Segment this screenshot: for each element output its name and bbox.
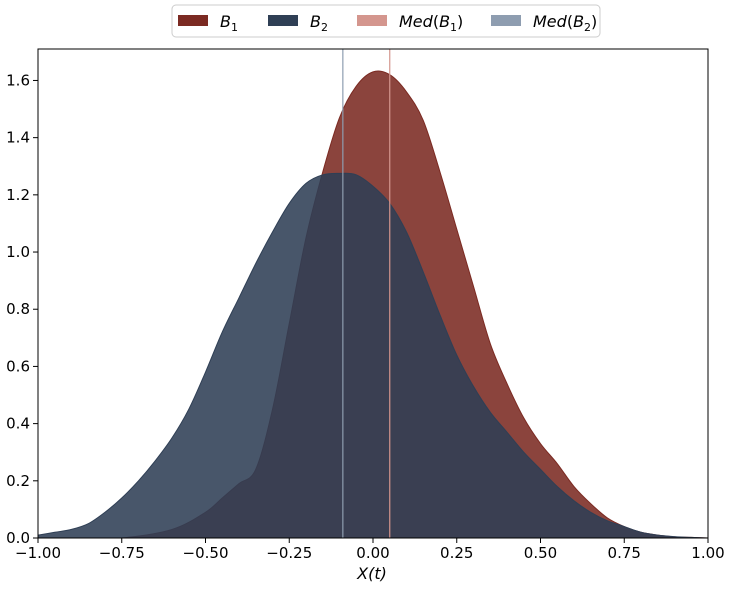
legend-swatch bbox=[357, 15, 387, 26]
x-axis: −1.00 −0.75 −0.50 −0.25 0.00 0.25 0.50 0.75 1.00 bbox=[15, 538, 725, 562]
x-axis-label: X(t) bbox=[356, 564, 387, 583]
legend-entry: B1 bbox=[178, 12, 238, 34]
legend-label: B1 bbox=[220, 12, 238, 34]
x-tick-label: 0.50 bbox=[524, 544, 557, 562]
y-tick-label: 0.8 bbox=[6, 300, 30, 318]
y-tick-label: 1.0 bbox=[6, 243, 30, 261]
x-tick-label: −0.25 bbox=[266, 544, 312, 562]
y-tick-label: 0.0 bbox=[6, 529, 30, 547]
plot-area bbox=[37, 48, 709, 539]
legend-entry: Med(B2) bbox=[491, 12, 597, 34]
legend: B1 B2 Med(B1) Med(B2) bbox=[171, 4, 601, 38]
y-tick-label: 0.4 bbox=[6, 415, 30, 433]
y-tick-label: 1.2 bbox=[6, 186, 30, 204]
x-tick-label: −1.00 bbox=[15, 544, 61, 562]
legend-swatch bbox=[268, 15, 298, 26]
legend-entry: Med(B1) bbox=[357, 12, 463, 34]
legend-entry: B2 bbox=[268, 12, 328, 34]
y-axis: 0.0 0.2 0.4 0.6 0.8 1.0 1.2 1.4 1.6 bbox=[6, 71, 38, 547]
legend-label: Med(B2) bbox=[533, 12, 597, 34]
y-tick-label: 1.6 bbox=[6, 71, 30, 89]
x-tick-label: 1.00 bbox=[691, 544, 724, 562]
x-tick-label: 0.25 bbox=[440, 544, 473, 562]
y-tick-label: 0.6 bbox=[6, 357, 30, 375]
y-tick-label: 0.2 bbox=[6, 472, 30, 490]
density-area-b2 bbox=[38, 172, 708, 538]
x-tick-label: 0.00 bbox=[356, 544, 389, 562]
legend-swatch bbox=[178, 15, 208, 26]
x-tick-label: −0.50 bbox=[183, 544, 229, 562]
legend-swatch bbox=[491, 15, 521, 26]
x-tick-label: 0.75 bbox=[608, 544, 641, 562]
x-tick-label: −0.75 bbox=[99, 544, 145, 562]
y-tick-label: 1.4 bbox=[6, 129, 30, 147]
legend-label: Med(B1) bbox=[399, 12, 463, 34]
legend-label: B2 bbox=[310, 12, 328, 34]
